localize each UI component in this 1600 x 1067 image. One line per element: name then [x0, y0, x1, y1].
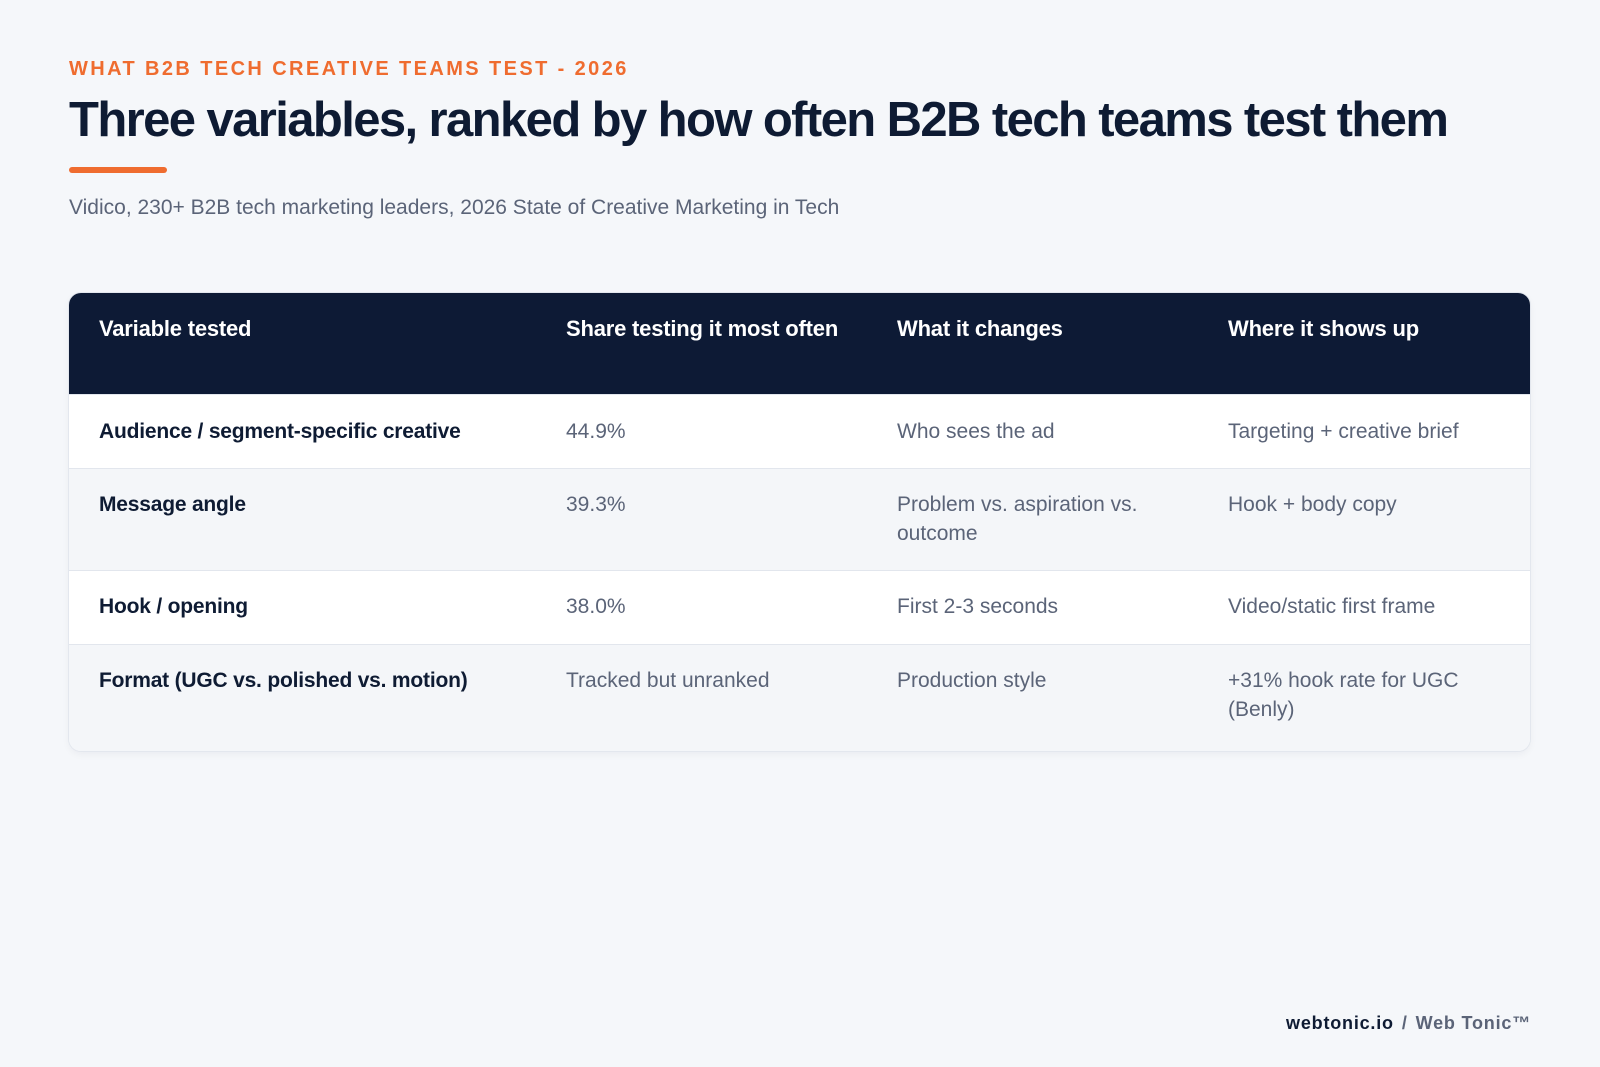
variable-cell: Hook / opening [99, 595, 248, 618]
changes-cell: Who sees the ad [897, 420, 1055, 443]
data-table: Variable tested Share testing it most of… [69, 293, 1530, 751]
changes-cell: Production style [897, 669, 1047, 692]
column-header-variable: Variable tested [99, 316, 252, 341]
table-row: Format (UGC vs. polished vs. motion) Tra… [69, 644, 1530, 751]
footer-brand: Web Tonic™ [1415, 1013, 1531, 1033]
share-cell: Tracked but unranked [566, 669, 770, 692]
accent-underline [69, 167, 167, 173]
changes-cell: First 2-3 seconds [897, 595, 1059, 618]
column-header-changes: What it changes [897, 316, 1063, 341]
footer-separator: / [1401, 1013, 1408, 1033]
footer-credit: webtonic.io / Web Tonic™ [1286, 1013, 1531, 1034]
shows-up-cell: Targeting + creative brief [1228, 420, 1459, 443]
variable-cell: Message angle [99, 493, 246, 516]
page-title: Three variables, ranked by how often B2B… [69, 93, 1449, 147]
shows-up-cell: Hook + body copy [1228, 493, 1397, 516]
column-header-share: Share testing it most often [566, 316, 839, 341]
table-row: Message angle 39.3% Problem vs. aspirati… [69, 468, 1530, 570]
shows-up-cell: +31% hook rate for UGC (Benly) [1228, 669, 1459, 721]
share-cell: 39.3% [566, 493, 626, 516]
table-header: Variable tested Share testing it most of… [69, 293, 1530, 394]
table-row: Hook / opening 38.0% First 2-3 seconds V… [69, 570, 1530, 644]
share-cell: 38.0% [566, 595, 626, 618]
variable-cell: Audience / segment-specific creative [99, 420, 461, 443]
eyebrow-label: WHAT B2B TECH CREATIVE TEAMS TEST - 2026 [69, 58, 629, 80]
table-row: Audience / segment-specific creative 44.… [69, 394, 1530, 468]
column-header-shows-up: Where it shows up [1228, 316, 1419, 341]
changes-cell: Problem vs. aspiration vs. outcome [897, 493, 1138, 545]
footer-site: webtonic.io [1286, 1013, 1394, 1033]
variable-cell: Format (UGC vs. polished vs. motion) [99, 669, 468, 692]
shows-up-cell: Video/static first frame [1228, 595, 1436, 618]
source-subtitle: Vidico, 230+ B2B tech marketing leaders,… [69, 196, 840, 219]
share-cell: 44.9% [566, 420, 626, 443]
